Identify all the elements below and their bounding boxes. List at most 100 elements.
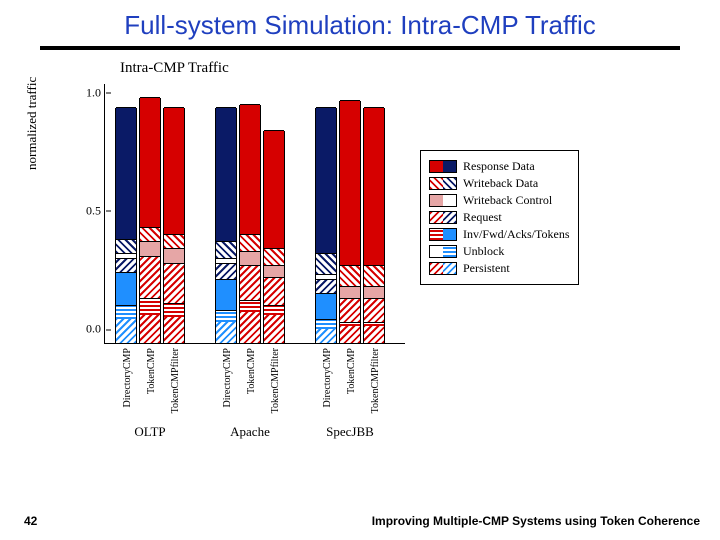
bar-segment-writeback_control: [116, 253, 136, 258]
legend-swatch: [429, 245, 457, 258]
x-category-label: TokenCMPfilter: [270, 348, 281, 413]
x-category-label: TokenCMPfilter: [370, 348, 381, 413]
bar-segment-response_data: [216, 107, 236, 242]
bar-segment-writeback_data: [164, 234, 184, 248]
bar-segment-request: [140, 256, 160, 299]
bar-segment-writeback_data: [264, 248, 284, 265]
bar-segment-persistent: [116, 319, 136, 343]
bar-segment-response_data: [264, 130, 284, 248]
bar-segment-writeback_data: [240, 234, 260, 251]
legend-label: Unblock: [463, 244, 504, 259]
bar-segment-response_data: [316, 107, 336, 254]
legend-swatch: [429, 228, 457, 241]
legend-row: Writeback Control: [429, 193, 570, 208]
bar-segment-inv_fwd_acks: [240, 300, 260, 312]
legend-swatch: [429, 194, 457, 207]
y-tick: 1.0: [86, 85, 105, 100]
bar-segment-writeback_control: [264, 265, 284, 277]
bar-segment-request: [216, 263, 236, 280]
x-category-label: DirectoryCMP: [122, 348, 133, 407]
legend-row: Request: [429, 210, 570, 225]
bar-segment-writeback_data: [140, 227, 160, 241]
bar-segment-writeback_data: [216, 241, 236, 258]
chart-area: Intra-CMP Traffic normalized traffic 0.0…: [60, 60, 440, 460]
bar-segment-unblock: [316, 319, 336, 328]
legend-row: Response Data: [429, 159, 570, 174]
bar-segment-response_data: [340, 100, 360, 265]
y-tick: 0.0: [86, 322, 105, 337]
plot-region: 0.00.51.0DirectoryCMPTokenCMPTokenCMPfil…: [104, 84, 405, 344]
bar-segment-request: [116, 258, 136, 272]
x-category-label: TokenCMPfilter: [170, 348, 181, 413]
bar: [363, 108, 385, 344]
legend-label: Request: [463, 210, 502, 225]
legend-swatch: [429, 177, 457, 190]
bar-segment-writeback_control: [164, 248, 184, 262]
bar: [163, 108, 185, 344]
bar-segment-persistent: [216, 322, 236, 343]
bar-segment-inv_fwd_acks: [140, 298, 160, 315]
legend: Response Data Writeback Data Writeback Con…: [420, 150, 579, 285]
bar-segment-writeback_control: [216, 258, 236, 263]
legend-swatch: [429, 211, 457, 224]
slide-title: Full-system Simulation: Intra-CMP Traffi…: [0, 10, 720, 41]
bar-segment-response_data: [116, 107, 136, 239]
bar-segment-request: [164, 263, 184, 303]
bar-segment-inv_fwd_acks: [340, 322, 360, 327]
bar-segment-inv_fwd_acks: [164, 303, 184, 317]
x-category-label: TokenCMP: [246, 348, 257, 394]
bar: [215, 108, 237, 344]
bar-segment-unblock: [116, 305, 136, 319]
x-category-label: TokenCMP: [346, 348, 357, 394]
chart-title: Intra-CMP Traffic: [120, 60, 229, 77]
bar-segment-request: [316, 279, 336, 293]
bar-segment-writeback_control: [316, 274, 336, 279]
bar-segment-inv_fwd_acks: [116, 272, 136, 305]
bar-segment-writeback_data: [364, 265, 384, 286]
legend-swatch: [429, 160, 457, 173]
legend-label: Persistent: [463, 261, 510, 276]
bar: [339, 101, 361, 344]
y-axis-label: normalized traffic: [24, 77, 40, 170]
title-underline: [40, 46, 680, 50]
bar-segment-persistent: [340, 326, 360, 343]
legend-row: Unblock: [429, 244, 570, 259]
bar-segment-persistent: [240, 312, 260, 343]
bar-segment-inv_fwd_acks: [364, 322, 384, 327]
bar-segment-inv_fwd_acks: [264, 305, 284, 314]
bar: [139, 98, 161, 344]
x-category-label: DirectoryCMP: [222, 348, 233, 407]
bar-segment-writeback_data: [116, 239, 136, 253]
group-label: Apache: [215, 424, 285, 440]
page-number: 42: [24, 514, 37, 528]
footer-text: Improving Multiple-CMP Systems using Tok…: [372, 514, 700, 528]
bar-segment-inv_fwd_acks: [316, 293, 336, 319]
legend-row: Inv/Fwd/Acks/Tokens: [429, 227, 570, 242]
bar-segment-response_data: [364, 107, 384, 265]
bar-segment-persistent: [264, 315, 284, 343]
bar-segment-persistent: [164, 317, 184, 343]
bar-segment-request: [364, 298, 384, 322]
bar-segment-request: [264, 277, 284, 305]
x-category-label: TokenCMP: [146, 348, 157, 394]
bar-segment-persistent: [364, 326, 384, 343]
bar-segment-writeback_data: [340, 265, 360, 286]
bar-segment-writeback_data: [316, 253, 336, 274]
bar-segment-writeback_control: [364, 286, 384, 298]
legend-label: Writeback Control: [463, 193, 552, 208]
bar-segment-request: [340, 298, 360, 322]
legend-label: Inv/Fwd/Acks/Tokens: [463, 227, 570, 242]
bar-segment-writeback_control: [340, 286, 360, 298]
bar-segment-request: [240, 265, 260, 300]
legend-row: Writeback Data: [429, 176, 570, 191]
bar-segment-writeback_control: [240, 251, 260, 265]
group-label: OLTP: [115, 424, 185, 440]
bar: [315, 108, 337, 344]
bar-segment-writeback_control: [140, 241, 160, 255]
legend-swatch: [429, 262, 457, 275]
legend-label: Writeback Data: [463, 176, 538, 191]
y-tick: 0.5: [86, 203, 105, 218]
legend-label: Response Data: [463, 159, 535, 174]
bar-segment-unblock: [216, 310, 236, 322]
bar-segment-inv_fwd_acks: [216, 279, 236, 310]
